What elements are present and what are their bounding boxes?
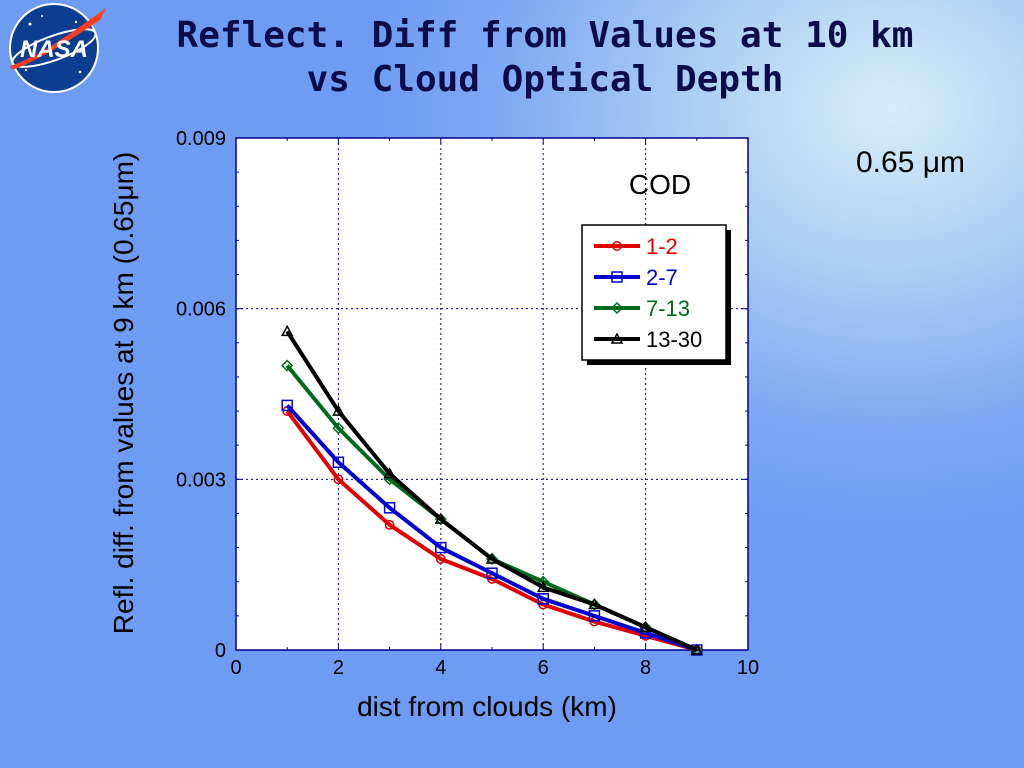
title-line-1: Reflect. Diff from Values at 10 km [176, 15, 914, 56]
legend-label-13-30: 13-30 [646, 327, 702, 352]
legend-marker-13-30 [610, 332, 624, 344]
data-point [384, 519, 395, 530]
x-tick-label: 2 [333, 657, 344, 679]
data-point [588, 597, 601, 610]
nasa-logo: NASA [9, 3, 106, 93]
y-tick-label: 0 [215, 640, 226, 662]
series-13-30 [280, 324, 704, 655]
y-axis-label: Refl. diff. from values at 9 km (0.65μm) [108, 152, 139, 634]
series-line-13-30 [285, 330, 698, 652]
legend-marker-2-7 [611, 271, 623, 283]
x-tick-label: 6 [538, 657, 549, 679]
x-tick-label: 10 [737, 657, 759, 679]
data-point [435, 541, 447, 554]
legend-label-7-13: 7-13 [646, 296, 690, 321]
data-point [588, 610, 601, 622]
data-point [486, 567, 498, 579]
y-tick-label: 0.009 [176, 128, 226, 150]
data-point [332, 404, 345, 416]
data-point [536, 580, 550, 593]
legend-title: COD [629, 169, 691, 200]
wavelength-label: 0.65 μm [856, 146, 965, 179]
data-point [332, 456, 345, 469]
legend-label-1-2: 1-2 [646, 234, 678, 259]
data-point [435, 554, 446, 564]
x-tick-label: 4 [435, 657, 446, 679]
data-point [281, 399, 293, 412]
series-line-2-7 [285, 404, 698, 652]
data-point [383, 467, 396, 479]
legend-marker-1-2 [612, 241, 622, 251]
data-point [332, 422, 345, 435]
data-point [485, 552, 499, 564]
legend-label-2-7: 2-7 [646, 265, 678, 290]
slide-title: Reflect. Diff from Values at 10 km vs Cl… [100, 14, 990, 102]
data-point [639, 620, 652, 632]
x-tick-label: 8 [640, 657, 651, 679]
nasa-logo-text: NASA [20, 36, 88, 63]
x-tick-label: 0 [230, 657, 241, 679]
legend: 1-2 2-7 7-13 13-30 [581, 224, 731, 365]
data-point [333, 474, 344, 485]
y-tick-label: 0.003 [176, 469, 226, 491]
data-point [383, 502, 396, 514]
data-point [281, 359, 294, 372]
data-point [690, 643, 704, 655]
y-tick-label: 0.006 [176, 299, 226, 321]
legend-marker-7-13 [610, 301, 624, 315]
title-line-2: vs Cloud Optical Depth [306, 59, 784, 100]
data-point [537, 593, 549, 605]
data-point [280, 324, 294, 337]
x-axis-label: dist from clouds (km) [357, 691, 617, 722]
data-point [434, 512, 448, 524]
